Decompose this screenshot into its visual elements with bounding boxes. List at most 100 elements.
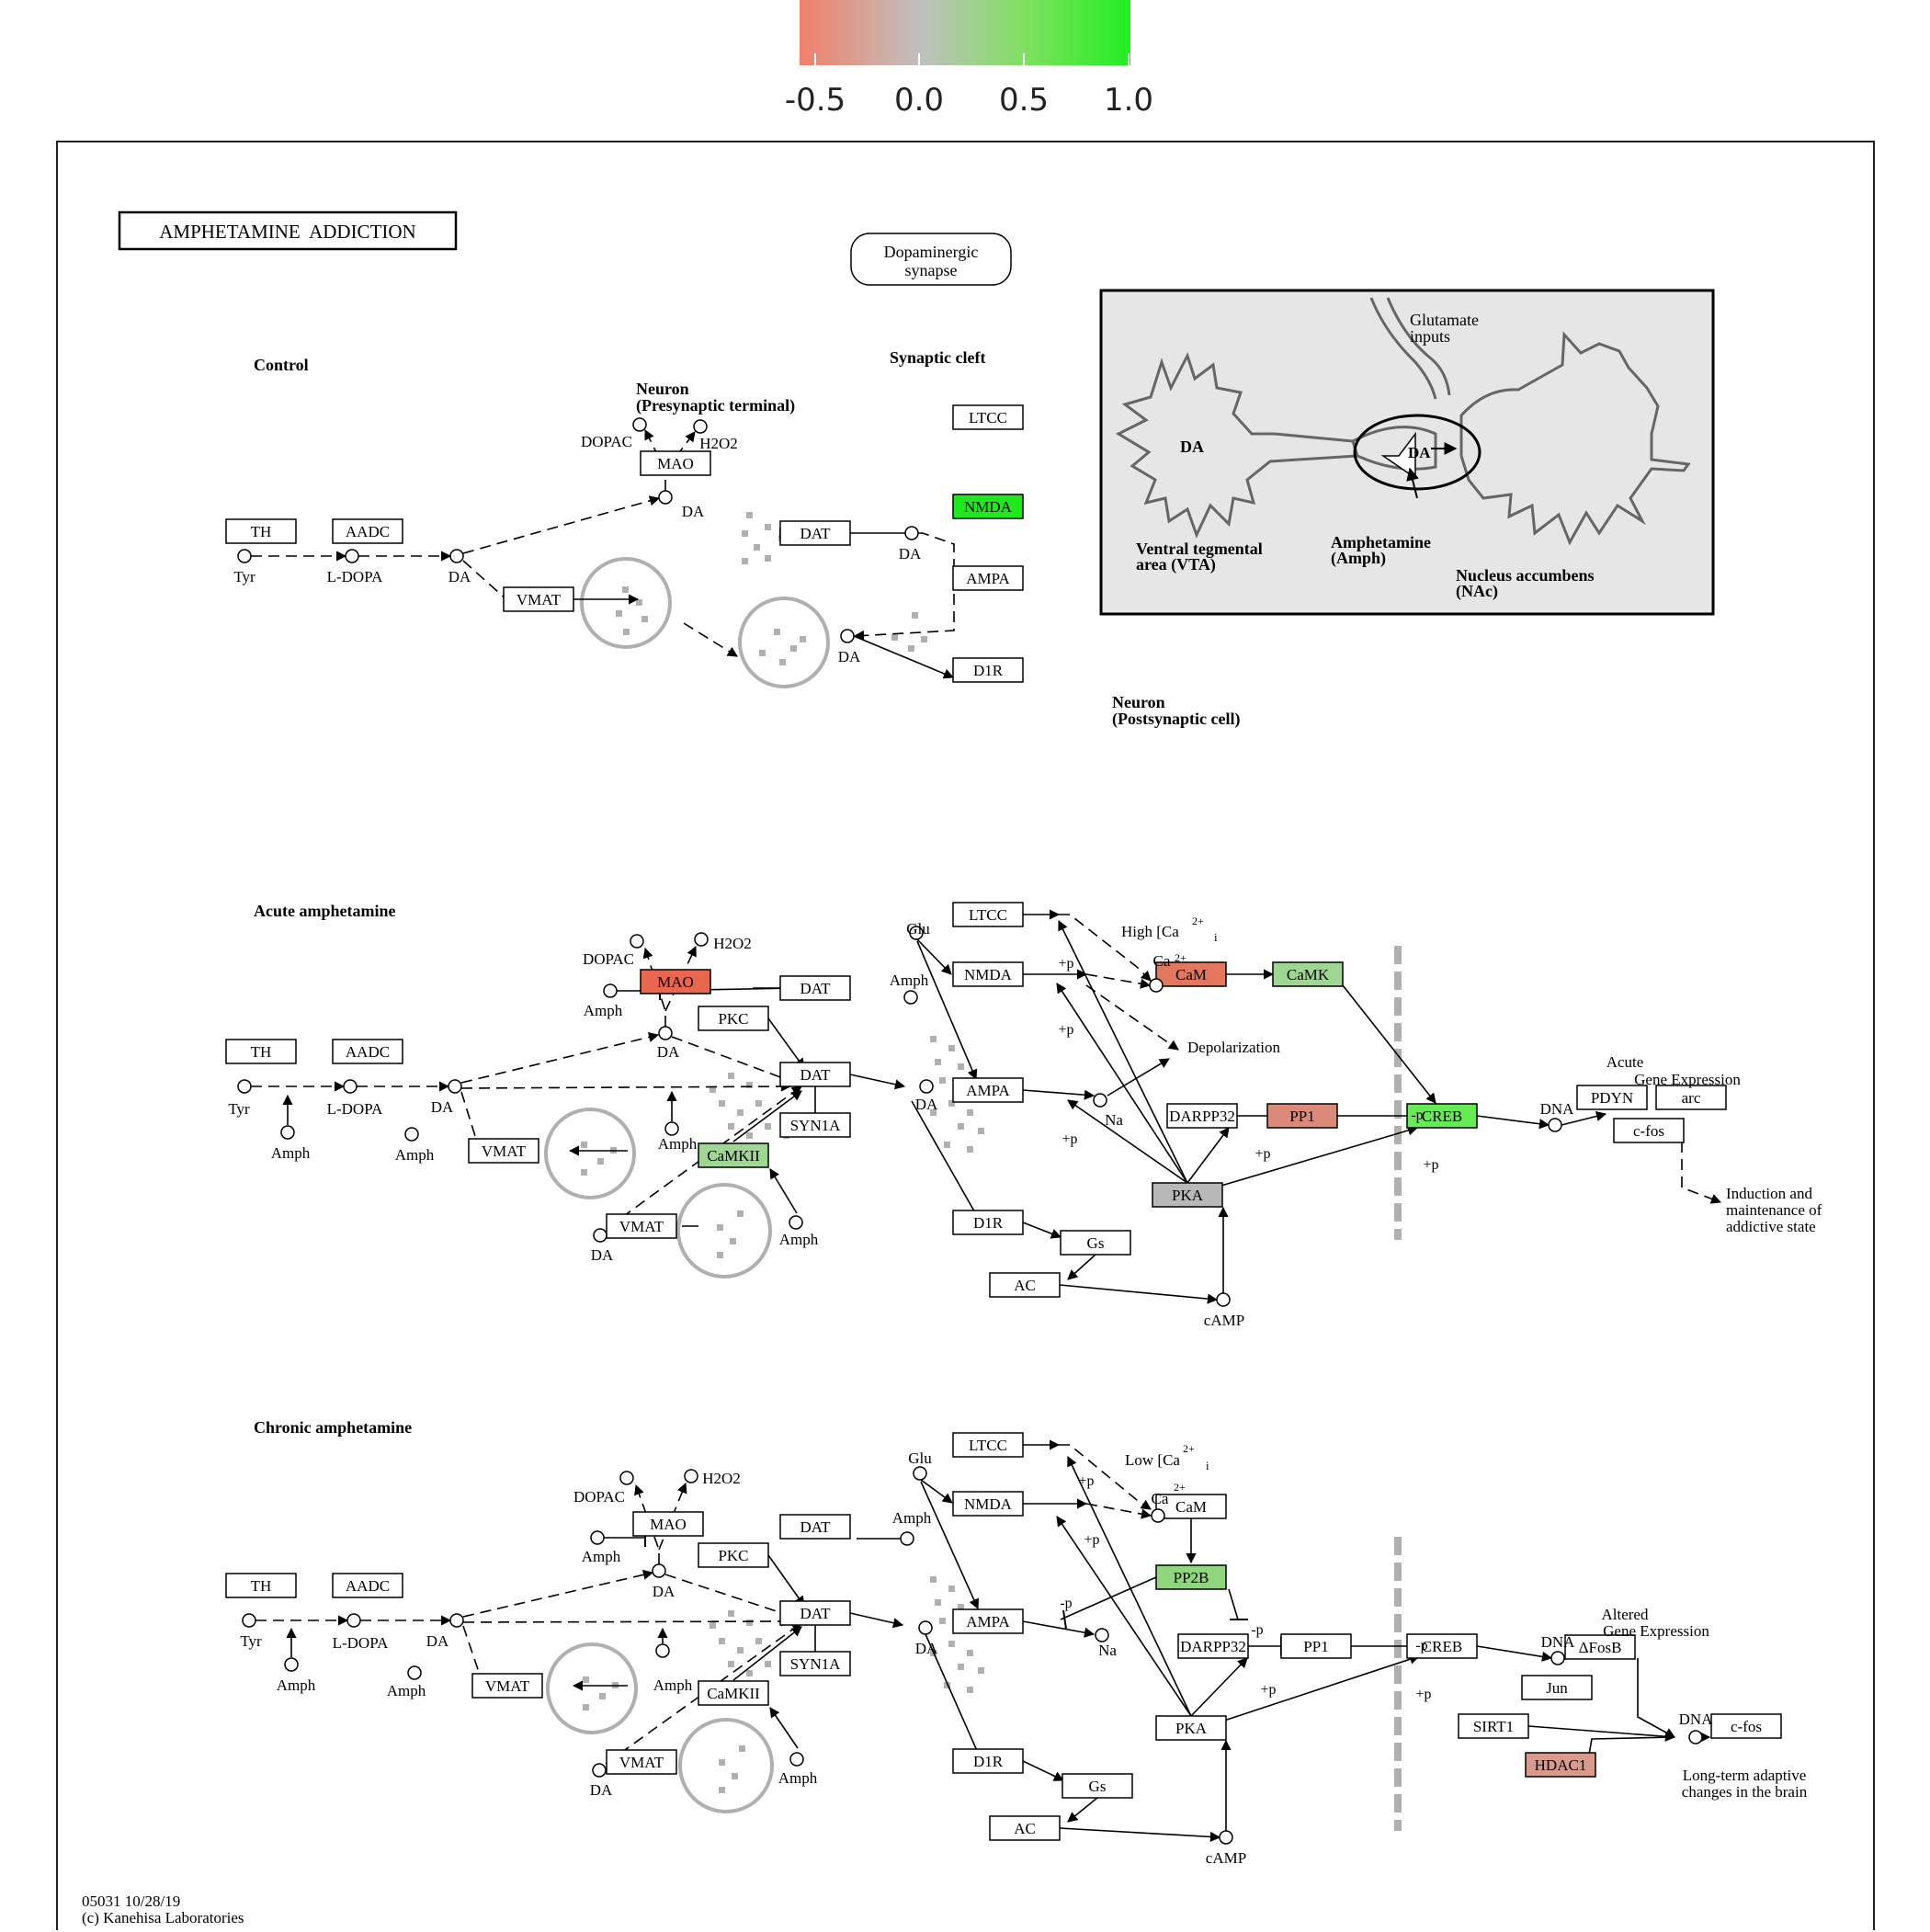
gene-node-a-dat2[interactable]: DAT bbox=[779, 1062, 851, 1087]
gene-node-a-aadc[interactable]: AADC bbox=[332, 1039, 403, 1064]
gene-node-a-dat1[interactable]: DAT bbox=[779, 975, 851, 1001]
gene-node-a-d1r[interactable]: D1R bbox=[952, 1210, 1024, 1235]
gene-node-a-camkii[interactable]: CaMKII bbox=[698, 1142, 769, 1168]
compound-node[interactable] bbox=[655, 1643, 670, 1658]
gene-node-c-ltcc[interactable]: LTCC bbox=[952, 404, 1024, 430]
gene-node-c-vmat[interactable]: VMAT bbox=[503, 586, 574, 612]
gene-node-a-pkc[interactable]: PKC bbox=[698, 1006, 769, 1031]
compound-node[interactable] bbox=[1688, 1730, 1703, 1744]
gene-node-a-pdyn[interactable]: PDYN bbox=[1576, 1085, 1648, 1110]
compound-node[interactable] bbox=[448, 1079, 462, 1094]
compound-node[interactable] bbox=[1548, 1118, 1562, 1132]
compound-node[interactable] bbox=[630, 934, 644, 949]
gene-node-h-jun[interactable]: Jun bbox=[1521, 1675, 1593, 1700]
gene-node-a-ac[interactable]: AC bbox=[989, 1272, 1061, 1298]
gene-node-a-ampa[interactable]: AMPA bbox=[952, 1077, 1024, 1103]
gene-node-h-pp1[interactable]: PP1 bbox=[1280, 1633, 1352, 1659]
gene-node-h-aadc[interactable]: AADC bbox=[332, 1573, 403, 1598]
gene-node-a-pp1[interactable]: PP1 bbox=[1266, 1103, 1338, 1129]
gene-node-h-gs[interactable]: Gs bbox=[1062, 1773, 1133, 1799]
compound-node[interactable] bbox=[1093, 1093, 1107, 1108]
gene-node-a-cfos[interactable]: c-fos bbox=[1613, 1118, 1685, 1143]
gene-node-a-darpp32[interactable]: DARPP32 bbox=[1166, 1103, 1238, 1129]
compound-node[interactable] bbox=[918, 1620, 933, 1635]
gene-node-h-fosb[interactable]: ΔFosB bbox=[1564, 1634, 1636, 1660]
gene-node-h-vmat1[interactable]: VMAT bbox=[471, 1673, 543, 1699]
compound-node[interactable] bbox=[346, 1613, 361, 1628]
gene-node-h-ampa[interactable]: AMPA bbox=[952, 1608, 1024, 1634]
gene-node-c-th[interactable]: TH bbox=[225, 518, 297, 544]
compound-node[interactable] bbox=[1095, 1628, 1109, 1642]
compound-node[interactable] bbox=[237, 1079, 252, 1094]
compound-node[interactable] bbox=[592, 1763, 607, 1778]
compound-node[interactable] bbox=[619, 1471, 634, 1485]
gene-node-h-dat2[interactable]: DAT bbox=[779, 1600, 851, 1626]
gene-node-c-mao[interactable]: MAO bbox=[640, 450, 711, 476]
compound-node[interactable] bbox=[590, 1530, 605, 1545]
gene-node-h-d1r[interactable]: D1R bbox=[952, 1748, 1024, 1774]
gene-node-h-cam[interactable]: CaM bbox=[1155, 1494, 1227, 1519]
gene-node-a-th[interactable]: TH bbox=[225, 1039, 297, 1064]
gene-node-c-aadc[interactable]: AADC bbox=[332, 518, 403, 544]
compound-node[interactable] bbox=[449, 549, 464, 563]
compound-node[interactable] bbox=[903, 990, 918, 1005]
gene-node-c-dat[interactable]: DAT bbox=[779, 520, 851, 546]
compound-node[interactable] bbox=[1219, 1830, 1233, 1845]
compound-node[interactable] bbox=[900, 1531, 914, 1546]
gene-node-h-vmat2[interactable]: VMAT bbox=[606, 1749, 677, 1775]
compound-node[interactable] bbox=[694, 932, 709, 947]
compound-node[interactable] bbox=[593, 1228, 607, 1243]
gene-node-a-cam[interactable]: CaM bbox=[1155, 961, 1227, 987]
compound-node[interactable] bbox=[664, 1121, 679, 1136]
compound-node[interactable] bbox=[904, 526, 919, 540]
gene-node-c-ampa[interactable]: AMPA bbox=[952, 565, 1024, 591]
compound-node[interactable] bbox=[345, 549, 359, 563]
gene-node-a-camk[interactable]: CaMK bbox=[1272, 961, 1344, 987]
compound-node[interactable] bbox=[658, 1026, 673, 1040]
gene-node-h-cfos[interactable]: c-fos bbox=[1710, 1713, 1782, 1739]
dopaminergic-synapse-link[interactable]: Dopaminergic synapse bbox=[850, 233, 1012, 286]
gene-node-h-pka[interactable]: PKA bbox=[1155, 1715, 1227, 1741]
compound-node[interactable] bbox=[280, 1125, 295, 1140]
compound-node[interactable] bbox=[404, 1127, 419, 1142]
gene-node-a-mao[interactable]: MAO bbox=[640, 969, 711, 994]
compound-node[interactable] bbox=[1550, 1651, 1565, 1665]
gene-node-a-pka[interactable]: PKA bbox=[1152, 1182, 1223, 1208]
compound-node[interactable] bbox=[343, 1079, 358, 1094]
compound-node[interactable] bbox=[919, 1079, 934, 1094]
compound-node[interactable] bbox=[407, 1665, 422, 1680]
gene-node-h-pkc[interactable]: PKC bbox=[698, 1542, 769, 1568]
gene-node-h-camkii[interactable]: CaMKII bbox=[698, 1680, 769, 1706]
compound-node[interactable] bbox=[913, 1466, 927, 1481]
gene-node-h-creb[interactable]: CREB bbox=[1406, 1633, 1478, 1659]
compound-node[interactable] bbox=[658, 490, 673, 505]
compound-node[interactable] bbox=[840, 629, 855, 643]
gene-node-h-mao[interactable]: MAO bbox=[632, 1511, 704, 1537]
gene-node-a-creb[interactable]: CREB bbox=[1406, 1103, 1478, 1129]
gene-node-c-nmda[interactable]: NMDA bbox=[952, 494, 1024, 519]
compound-node[interactable] bbox=[242, 1613, 256, 1628]
gene-node-h-dat1[interactable]: DAT bbox=[779, 1514, 851, 1540]
compound-node[interactable] bbox=[449, 1613, 464, 1628]
gene-node-h-sirt1[interactable]: SIRT1 bbox=[1458, 1713, 1529, 1739]
compound-node[interactable] bbox=[284, 1657, 299, 1672]
compound-node[interactable] bbox=[684, 1469, 698, 1483]
compound-node[interactable] bbox=[237, 549, 252, 563]
gene-node-a-nmda[interactable]: NMDA bbox=[952, 961, 1024, 987]
gene-node-h-ltcc[interactable]: LTCC bbox=[952, 1432, 1024, 1458]
gene-node-a-syn1a[interactable]: SYN1A bbox=[779, 1112, 851, 1138]
compound-node[interactable] bbox=[1151, 1508, 1165, 1523]
compound-node[interactable] bbox=[1216, 1292, 1231, 1307]
gene-node-h-darpp32[interactable]: DARPP32 bbox=[1177, 1633, 1249, 1659]
compound-node[interactable] bbox=[909, 926, 924, 940]
gene-node-h-pp2b[interactable]: PP2B bbox=[1155, 1564, 1227, 1590]
gene-node-a-arc[interactable]: arc bbox=[1655, 1085, 1727, 1110]
gene-node-h-hdac1[interactable]: HDAC1 bbox=[1525, 1752, 1596, 1778]
compound-node[interactable] bbox=[603, 983, 618, 998]
compound-node[interactable] bbox=[652, 1563, 666, 1578]
compound-node[interactable] bbox=[789, 1752, 804, 1767]
compound-node[interactable] bbox=[789, 1215, 803, 1230]
gene-node-h-nmda[interactable]: NMDA bbox=[952, 1491, 1024, 1517]
gene-node-a-gs[interactable]: Gs bbox=[1060, 1230, 1131, 1256]
compound-node[interactable] bbox=[632, 417, 647, 432]
